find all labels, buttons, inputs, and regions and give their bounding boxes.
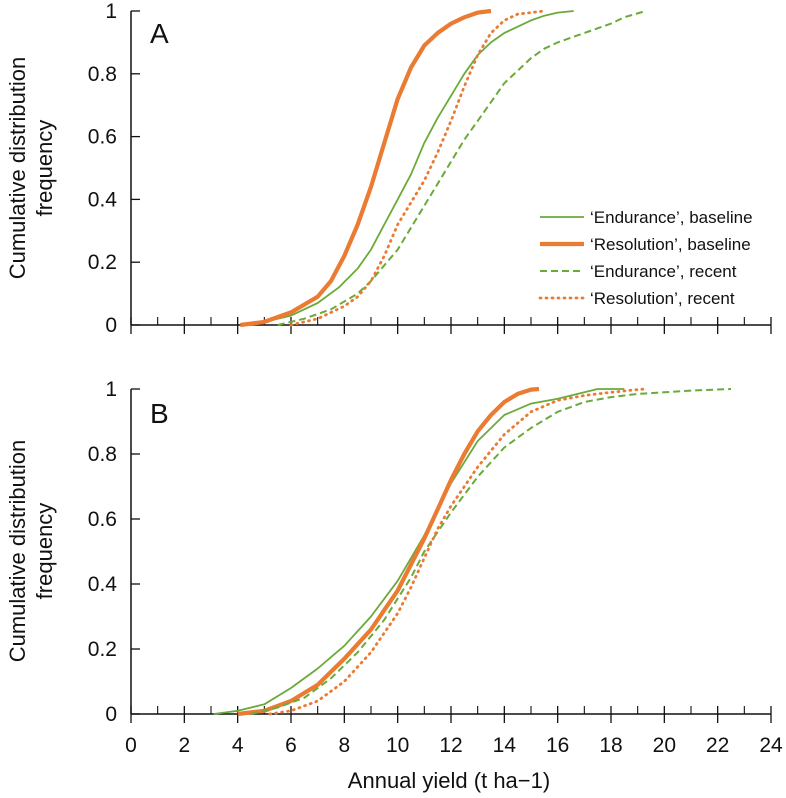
x-tick-label: 18 bbox=[599, 734, 622, 757]
y-axis-title-line-2: frequency bbox=[32, 120, 57, 217]
y-axis-title-line-1: Cumulative distribution bbox=[5, 440, 30, 663]
legend: ‘Endurance’, baseline ‘Resolution’, basel… bbox=[538, 208, 753, 308]
y-tick-label: 0.4 bbox=[88, 573, 118, 596]
legend-label: ‘Resolution’, recent bbox=[590, 289, 735, 308]
series-line bbox=[250, 388, 732, 715]
legend-label: ‘Resolution’, baseline bbox=[590, 235, 751, 254]
series-line bbox=[240, 8, 492, 328]
x-tick-label: 10 bbox=[386, 734, 409, 757]
y-axis-title-b: Cumulative distribution frequency bbox=[5, 440, 57, 663]
y-tick-label: 0.2 bbox=[88, 638, 117, 661]
series-line bbox=[268, 387, 648, 716]
y-axis-title-line-2: frequency bbox=[32, 503, 57, 600]
x-tick-label: 6 bbox=[285, 734, 297, 757]
x-tick-label: 16 bbox=[546, 734, 569, 757]
panel-label: A bbox=[150, 18, 169, 49]
legend-label: ‘Endurance’, recent bbox=[590, 262, 737, 281]
x-tick-label: 22 bbox=[706, 734, 729, 757]
x-tick-label: 12 bbox=[439, 734, 462, 757]
x-tick-label: 24 bbox=[759, 734, 783, 757]
y-tick-label: 0.8 bbox=[88, 443, 117, 466]
x-tick-label: 4 bbox=[232, 734, 244, 757]
x-tick-label: 14 bbox=[493, 734, 517, 757]
series-line bbox=[277, 10, 646, 326]
y-tick-label: 0.4 bbox=[88, 188, 118, 211]
y-tick-label: 0.2 bbox=[88, 251, 117, 274]
y-tick-label: 0.8 bbox=[88, 63, 117, 86]
y-axis-title-line-1: Cumulative distribution bbox=[5, 57, 30, 280]
y-tick-label: 0 bbox=[105, 703, 117, 726]
y-tick-label: 0 bbox=[105, 314, 117, 337]
series-line bbox=[237, 386, 540, 717]
series-line bbox=[242, 10, 574, 326]
y-tick-label: 0.6 bbox=[88, 508, 117, 531]
x-tick-label: 0 bbox=[125, 734, 137, 757]
y-tick-label: 1 bbox=[105, 0, 117, 23]
y-axis-title-a: Cumulative distribution frequency bbox=[5, 57, 57, 280]
y-tick-label: 0.6 bbox=[88, 126, 117, 149]
y-tick-label: 1 bbox=[105, 378, 117, 401]
x-axis-title: Annual yield (t ha−1) bbox=[348, 768, 550, 793]
series-line bbox=[289, 9, 546, 327]
x-tick-label: 8 bbox=[338, 734, 350, 757]
x-tick-label: 20 bbox=[653, 734, 676, 757]
panel-label: B bbox=[150, 398, 169, 429]
legend-label: ‘Endurance’, baseline bbox=[590, 208, 753, 227]
panel-a: A 0 0.2 0.4 0.6 0.8 1 ‘Endurance’, baseline ‘Re… bbox=[88, 0, 772, 337]
x-tick-label: 2 bbox=[178, 734, 190, 757]
